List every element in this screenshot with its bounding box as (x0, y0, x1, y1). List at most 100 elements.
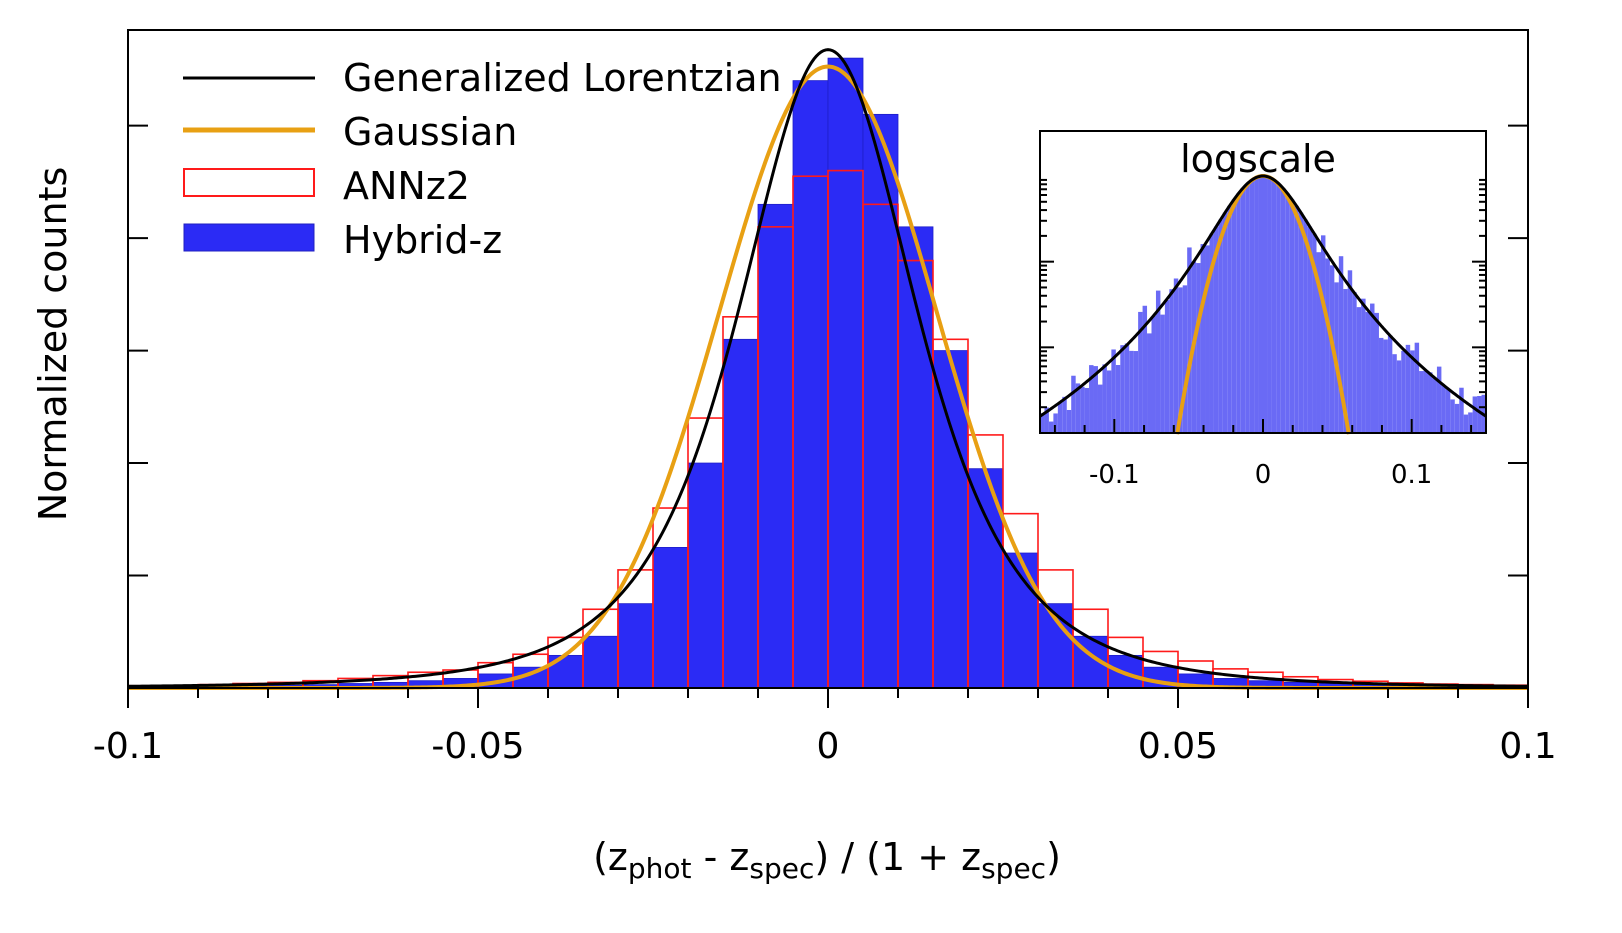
inset-hybridz-bar (1338, 256, 1344, 433)
inset-hybridz-bar (1245, 183, 1250, 433)
inset-hybridz-bar (1249, 179, 1255, 433)
inset-hybridz-bar (1423, 370, 1429, 433)
inset-hybridz-bar (1093, 366, 1098, 433)
inset-hybridz-bar (1477, 396, 1482, 433)
inset-hybridz-bar (1352, 292, 1357, 433)
inset-hybridz-bar (1147, 333, 1152, 433)
inset-hybridz-bar (1445, 389, 1451, 433)
inset-hybridz-bar (1209, 233, 1214, 433)
inset-hybridz-bar (1142, 305, 1148, 433)
hybridz-bar (722, 338, 759, 689)
inset-hybridz-bar (1419, 371, 1424, 433)
inset-hybridz-bar (1075, 383, 1081, 433)
inset-hybridz-bar (1365, 311, 1371, 433)
hybridz-bar (617, 603, 654, 689)
inset-hybridz-bar (1133, 351, 1139, 433)
inset-hybridz-bar (1124, 343, 1130, 433)
inset-hybridz-bar (1285, 193, 1290, 433)
hybridz-bar (827, 57, 864, 689)
x-axis-title: (zphot - zspec) / (1 + zspec) (593, 835, 1061, 885)
legend-label-gaussian: Gaussian (343, 110, 517, 154)
inset-hybridz-bar (1370, 303, 1375, 433)
inset-hybridz-bar (1356, 307, 1362, 433)
inset-hybridz-bar (1048, 421, 1054, 433)
inset-hybridz-bar (1361, 298, 1366, 433)
x-axis-title-subscript: spec (749, 852, 814, 885)
inset-hybridz-bar (1325, 258, 1330, 433)
inset-hybridz-bar (1414, 342, 1420, 433)
inset-hybridz-bar (1089, 365, 1094, 433)
hybridz-bar (792, 80, 829, 689)
hybridz-bar (547, 654, 584, 689)
x-axis-title-part: ) / (1 + z (814, 835, 981, 879)
x-tick-label: 0.05 (1138, 726, 1218, 767)
inset-x-tick-label: -0.1 (1089, 460, 1140, 490)
inset-hybridz-bar (1343, 289, 1348, 433)
inset-hybridz-bar (1102, 364, 1107, 433)
inset-hybridz-bar (1115, 365, 1121, 433)
inset-hybridz-bar (1151, 315, 1156, 433)
inset-hybridz-bar (1383, 339, 1388, 433)
x-tick-label: -0.05 (431, 726, 524, 767)
inset-hybridz-bar (1298, 212, 1304, 433)
inset-hybridz-bar (1218, 219, 1223, 433)
x-axis-title-part: - z (692, 835, 750, 879)
inset-hybridz-bar (1463, 414, 1469, 433)
inset-hybridz-bar (1405, 344, 1411, 433)
inset-hybridz-bar (1182, 285, 1188, 433)
inset-hybridz-bar (1044, 407, 1049, 433)
inset-hybridz-bar (1276, 183, 1281, 433)
inset-hybridz-bar (1057, 402, 1063, 433)
inset-hybridz-bar (1178, 287, 1183, 433)
inset-hybridz-bar (1307, 226, 1313, 433)
hybridz-bar (862, 113, 899, 689)
x-tick-label: 0 (817, 726, 840, 767)
x-axis-title-part: ) (1046, 835, 1061, 879)
inset-fit-curves (1039, 173, 1487, 435)
hybridz-bar (897, 226, 934, 689)
inset-generalized-lorentzian-curve (1039, 174, 1487, 418)
x-axis-title-part: (z (593, 835, 628, 879)
inset-hybridz-bar (1254, 177, 1259, 433)
legend: Generalized Lorentzian Gaussian ANNz2 Hy… (183, 56, 782, 262)
inset-hybridz-bar (1097, 384, 1103, 433)
inset-hybridz-bar (1160, 314, 1165, 433)
inset-hybridz-bar (1200, 244, 1206, 433)
inset-hybridz-bar (1303, 219, 1308, 433)
inset-hybridz-bar (1428, 372, 1433, 433)
x-tick-label: 0.1 (1499, 726, 1556, 767)
inset-hybridz-bar (1155, 290, 1161, 433)
inset-hybridz-bar (1169, 289, 1174, 433)
legend-swatch-hybridz (183, 223, 315, 252)
inset-hybridz-bar (1164, 300, 1170, 433)
inset-hybridz-bar (1316, 252, 1321, 433)
inset-hybridz-bar (1196, 263, 1201, 433)
hybridz-bar (652, 547, 689, 689)
inset-hybridz-bar (1320, 235, 1326, 433)
inset-hybridz-bar (1173, 278, 1179, 433)
inset-hybridz-bar (1040, 413, 1045, 433)
main-axes: -0.1 -0.05 0 0.05 0.1 (93, 29, 1557, 767)
inset-hybridz-bar (1236, 193, 1241, 433)
inset-logscale-panel: -0.1 0 0.1 logscale (1036, 130, 1487, 490)
inset-hybridz-bar (1432, 378, 1437, 433)
inset-hybridz-bar (1106, 370, 1112, 433)
inset-hybridz-bar (1468, 412, 1473, 433)
inset-x-tick-label: 0 (1255, 460, 1272, 490)
inset-hybridz-bar (1240, 188, 1246, 433)
hybridz-bar (687, 462, 724, 689)
generalized-lorentzian-curve (127, 48, 1529, 688)
inset-hybridz-bar (1080, 386, 1085, 433)
inset-hybridz-bar (1347, 270, 1353, 433)
inset-hybridz-bar (1472, 396, 1478, 433)
inset-hybridz-bar (1213, 226, 1219, 433)
legend-label-generalized-lorentzian: Generalized Lorentzian (343, 56, 782, 100)
inset-hybridz-bar (1280, 188, 1286, 433)
x-axis-title-subscript: spec (981, 852, 1046, 885)
inset-hybridz-bar (1111, 349, 1116, 433)
hybridz-bar (757, 203, 794, 689)
inset-hybridz-bar (1387, 335, 1393, 433)
inset-x-tick-label: 0.1 (1391, 460, 1432, 490)
hybridz-bar (582, 635, 619, 689)
inset-hybridz-bar (1294, 205, 1299, 433)
